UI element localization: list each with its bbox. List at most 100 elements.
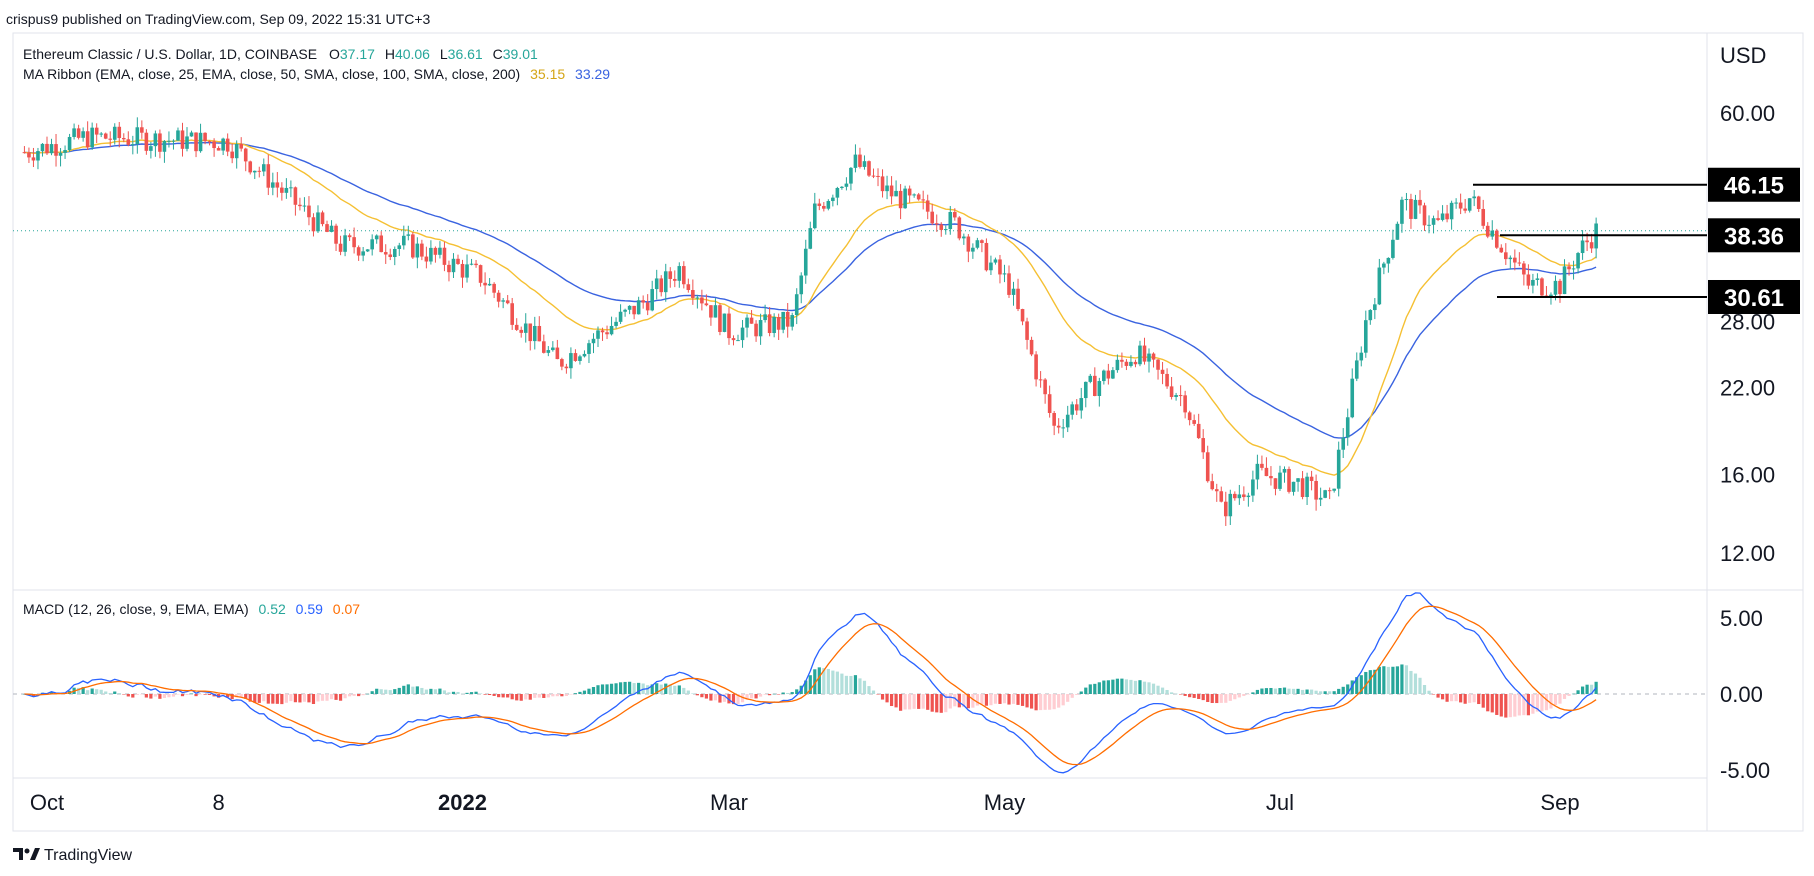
histogram-bar [248,694,252,702]
candle-body [411,234,415,258]
candle-body [817,203,822,206]
histogram-bar [1355,677,1359,694]
candle-body [1386,257,1391,264]
candle-body [844,183,849,187]
annotation-label: 30.61 [1724,285,1784,312]
candle-body [523,323,528,333]
histogram-bar [1391,666,1395,694]
histogram-bar [1549,694,1553,709]
histogram-bar [1522,694,1526,716]
candle-body [474,263,478,266]
candle-body [1269,476,1273,479]
candle-body [451,258,456,273]
histogram-bar [478,693,483,694]
candlestick-series [22,117,1598,526]
candle-body [1580,240,1585,254]
candle-body [727,313,731,339]
candle-body [58,152,63,156]
candle-body [1205,452,1210,482]
histogram-bar [293,694,298,703]
candle-body [234,144,239,159]
candle-body [957,217,962,239]
candle-body [158,133,162,152]
candle-body [1332,488,1336,491]
ohlc-open-value: 37.17 [340,46,375,62]
histogram-bar [397,687,401,694]
histogram-bar [763,694,767,695]
candle-body [772,316,776,334]
candle-body [984,242,989,271]
histogram-bar [998,694,1002,704]
histogram-bar [1007,694,1011,705]
histogram-bar [433,689,438,694]
candle-body [1129,361,1133,366]
histogram-bar [1296,688,1300,694]
histogram-bar [1508,694,1512,718]
histogram-bar [289,694,293,702]
macd-hist-value: 0.52 [259,601,286,617]
histogram-bar [1169,692,1174,694]
candle-body [1463,208,1467,211]
histogram-bar [551,694,555,697]
histogram-bar [117,693,121,694]
histogram-bar [926,694,930,710]
histogram-bar [1377,666,1381,694]
candle-body [998,259,1002,275]
legend-row-macd: MACD (12, 26, close, 9, EMA, EMA) 0.52 0… [23,601,360,617]
candle-body [334,225,338,244]
candle-body [1133,361,1138,365]
histogram-bar [1359,675,1363,694]
candle-body [582,353,587,357]
histogram-bar [415,686,419,694]
candle-body [885,185,889,192]
currency-unit: USD [1720,43,1766,68]
histogram-bar [316,694,320,702]
candle-body [695,297,700,299]
candle-body [1341,437,1346,450]
candle-body [1106,370,1111,379]
candle-body [605,332,609,335]
histogram-bar [1431,694,1436,695]
histogram-bar [1061,694,1065,706]
candle-body [636,300,641,315]
candle-body [1485,225,1490,237]
candle-body [1508,257,1513,260]
histogram-bar [600,684,605,694]
candle-body [1544,295,1549,297]
candle-body [971,247,975,252]
histogram-bar [194,694,198,697]
candle-body [478,265,483,283]
histogram-bar [1454,694,1458,702]
candle-body [401,235,406,246]
candle-body [131,144,135,146]
candle-body [352,237,356,248]
candle-body [1359,352,1364,361]
histogram-bar [176,694,180,695]
candle-body [948,212,953,230]
candle-body [849,167,853,184]
candle-body [271,182,275,188]
candle-body [1323,490,1327,498]
histogram-bar [1580,686,1585,694]
candle-body [898,190,903,209]
histogram-bar [1174,693,1178,695]
candle-body [1233,493,1237,499]
candle-body [1531,279,1535,286]
histogram-bar [334,694,338,700]
histogram-bar [781,692,785,694]
candle-body [758,320,763,337]
histogram-bar [713,694,718,701]
candle-body [1535,278,1540,280]
histogram-bar [867,686,871,694]
candle-body [248,161,253,173]
candle-body [767,314,772,334]
candle-body [1481,208,1486,226]
histogram-bar [637,682,641,694]
candle-body [121,138,126,140]
histogram-bar [235,694,239,698]
histogram-bar [1558,694,1562,704]
histogram-bar [1328,691,1332,694]
candle-body [307,205,311,218]
histogram-bar [167,694,171,698]
candle-body [379,235,384,253]
